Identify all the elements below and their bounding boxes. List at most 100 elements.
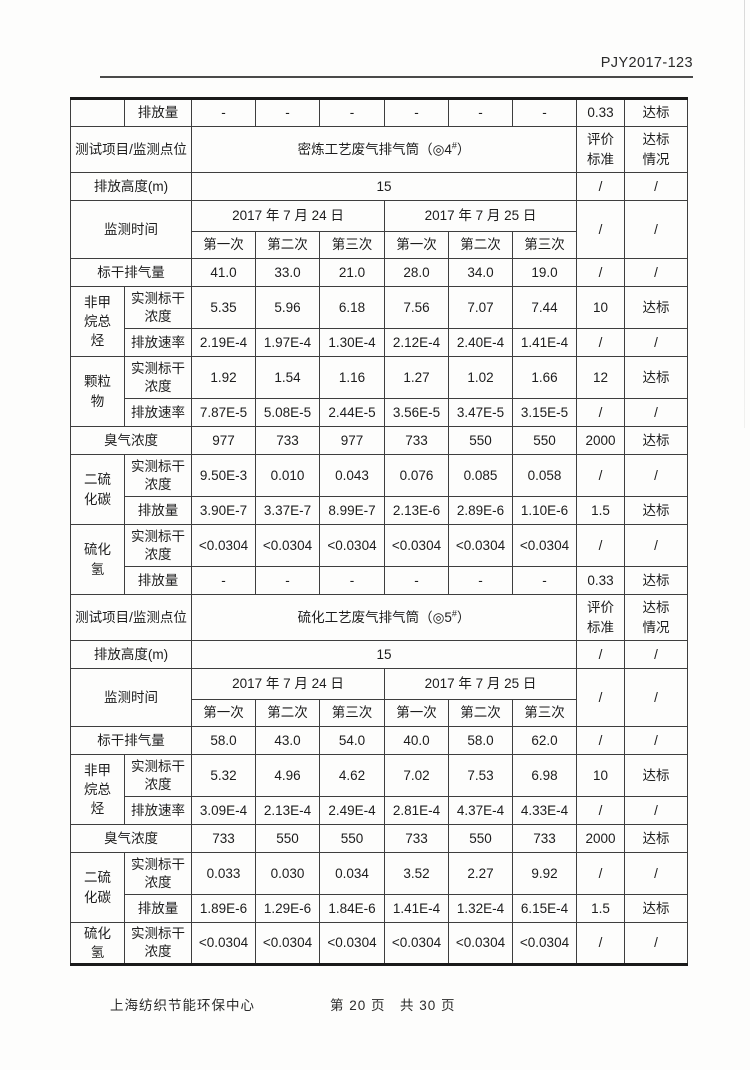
table-cell: 非甲烷总烃 xyxy=(70,754,125,825)
table-cell: / xyxy=(624,852,688,895)
table-cell: 第一次 xyxy=(191,699,256,727)
table-cell: 测试项目/监测点位 xyxy=(70,126,192,173)
table-cell: 1.29E-6 xyxy=(255,894,320,923)
table-cell: 2017 年 7 月 24 日 xyxy=(191,200,385,232)
table-cell: 3.09E-4 xyxy=(191,796,256,825)
table-row: 排放量 - - - - - -0.33 达标 xyxy=(71,566,688,595)
table-cell: / xyxy=(624,398,688,427)
table-cell: 2.12E-4 xyxy=(384,328,449,357)
table-cell: 34.0 xyxy=(448,258,513,287)
table-cell: - xyxy=(319,566,385,595)
table-row: 标干排气量 41.0 33.0 21.0 28.0 34.0 19.0// xyxy=(70,258,688,287)
table-cell: - xyxy=(384,98,449,127)
table-cell: 标干排气量 xyxy=(70,258,192,287)
table-cell: / xyxy=(576,852,625,895)
table-cell: 排放量 xyxy=(124,894,192,923)
table-cell: 硫化氢 xyxy=(70,921,125,966)
table-cell: 1.16 xyxy=(319,356,385,399)
table-cell: 2.27 xyxy=(448,852,513,895)
table-cell: 7.02 xyxy=(384,754,449,797)
table-cell: 达标 xyxy=(624,894,688,923)
table-cell: 2.89E-6 xyxy=(448,496,513,525)
table-row: 臭气浓度 733 550 550 733 550 733 2000 达标 xyxy=(70,824,688,853)
table-cell: 977 xyxy=(319,426,385,455)
table-cell: / xyxy=(624,454,688,497)
table-cell: 7.87E-5 xyxy=(191,398,256,427)
table-cell: 12 xyxy=(576,356,625,399)
table-cell: 58.0 xyxy=(191,726,256,755)
table-cell: <0.0304 xyxy=(384,524,449,567)
table-cell: 1.66 xyxy=(512,356,577,399)
table-cell: 10 xyxy=(576,754,625,797)
table-cell: 9.50E-3 xyxy=(191,454,256,497)
table-cell: 第二次 xyxy=(448,699,513,727)
table-cell: <0.0304 xyxy=(512,524,577,567)
table-cell: 第一次 xyxy=(384,699,449,727)
table-cell: 测试项目/监测点位 xyxy=(70,594,192,641)
table-cell: 21.0 xyxy=(319,258,385,287)
table-cell: 第三次 xyxy=(512,231,577,259)
table-cell: 1.5 xyxy=(576,496,625,525)
table-cell: 2000 xyxy=(576,824,625,853)
table-cell: 5.96 xyxy=(255,286,320,329)
table-cell: 43.0 xyxy=(255,726,320,755)
table-cell: 6.15E-4 xyxy=(512,894,577,923)
table-cell: / xyxy=(576,640,625,669)
table-cell: <0.0304 xyxy=(319,524,385,567)
table-cell: 62.0 xyxy=(512,726,577,755)
table-cell: - xyxy=(319,98,385,127)
table-row: 非甲烷总烃 实测标干浓度 5.32 4.96 4.62 7.02 7.53 6.98 10 达标 xyxy=(70,754,688,825)
table-cell: 550 xyxy=(448,824,513,853)
table-row: 测试项目/监测点位 硫化工艺废气排气筒（◎5#） 评价标准 达标情况 xyxy=(70,594,688,641)
table-cell: / xyxy=(624,328,688,357)
table-cell: 2.13E-6 xyxy=(384,496,449,525)
table-cell: 2.13E-4 xyxy=(255,796,320,825)
monitoring-table: 排放量 - - - - - -0.33 达标 测试项目/监测点位 密炼工艺废气排气筒（◎4#） 评价… xyxy=(70,97,688,967)
table-cell: / xyxy=(624,640,688,669)
table-row: 硫化氢 实测标干浓度 <0.0304 <0.0304 <0.0304 <0.0304 <0.… xyxy=(70,921,688,966)
table-cell: 3.47E-5 xyxy=(448,398,513,427)
table-row: 排放高度(m) 15// xyxy=(70,640,688,669)
table-cell: 第一次 xyxy=(191,231,256,259)
table-cell: - xyxy=(255,566,320,595)
table-cell: 41.0 xyxy=(191,258,256,287)
table-cell: 硫化氢 xyxy=(70,524,125,595)
table-cell: / xyxy=(576,258,625,287)
table-cell: 非甲烷总烃 xyxy=(70,286,125,357)
table-cell: / xyxy=(624,796,688,825)
table-cell: 58.0 xyxy=(448,726,513,755)
table-cell: / xyxy=(624,258,688,287)
table-cell: 排放速率 xyxy=(124,398,192,427)
table-cell: 监测时间 xyxy=(70,200,192,259)
table-cell: 排放量 xyxy=(124,98,192,127)
table-cell: / xyxy=(576,524,625,567)
table-cell: 硫化工艺废气排气筒（◎5#） xyxy=(191,594,577,641)
table-cell: 实测标干浓度 xyxy=(124,286,192,329)
table-cell: 733 xyxy=(384,824,449,853)
table-cell: / xyxy=(624,726,688,755)
table-cell: 0.033 xyxy=(191,852,256,895)
table-cell: 3.56E-5 xyxy=(384,398,449,427)
table-cell: 4.62 xyxy=(319,754,385,797)
table-cell: / xyxy=(576,172,625,201)
table-cell: 6.18 xyxy=(319,286,385,329)
table-cell: 达标 xyxy=(624,824,688,853)
table-cell: 排放速率 xyxy=(124,328,192,357)
table-cell: 0.33 xyxy=(576,566,625,595)
table-cell: 0.034 xyxy=(319,852,385,895)
table-cell: 8.99E-7 xyxy=(319,496,385,525)
table-cell: <0.0304 xyxy=(384,921,449,966)
table-cell: 0.058 xyxy=(512,454,577,497)
table-row: 测试项目/监测点位 密炼工艺废气排气筒（◎4#） 评价标准 达标情况 xyxy=(70,126,688,173)
table-cell: 二硫化碳 xyxy=(70,454,125,525)
table-cell: 977 xyxy=(191,426,256,455)
table-row: 排放量 - - - - - -0.33 达标 xyxy=(70,98,688,127)
table-cell: 7.44 xyxy=(512,286,577,329)
table-cell: - xyxy=(448,98,513,127)
table-cell: 15 xyxy=(191,640,577,669)
table-cell: 7.53 xyxy=(448,754,513,797)
table-cell: 1.97E-4 xyxy=(255,328,320,357)
table-cell: 2000 xyxy=(576,426,625,455)
table-row: 非甲烷总烃 实测标干浓度 5.35 5.96 6.18 7.56 7.07 7.44 10 达标 xyxy=(70,286,688,357)
